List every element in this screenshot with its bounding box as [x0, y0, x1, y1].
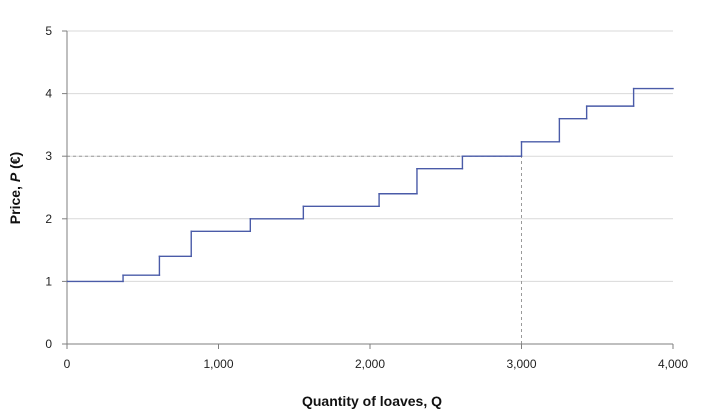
y-tick-label-0: 0	[45, 337, 52, 351]
x-axis-title: Quantity of loaves, Q	[302, 393, 442, 409]
y-tick-labels: 0 1 2 3 4 5	[45, 24, 67, 351]
reference-lines	[67, 155, 522, 344]
x-tick-labels: 0 1,000 2,000 3,000 4,000	[64, 344, 688, 371]
y-axis-title-unit: (€)	[7, 152, 23, 173]
y-tick-label-2: 2	[45, 212, 52, 226]
x-tick-label-2: 2,000	[355, 357, 385, 371]
series-layer	[66, 87, 674, 283]
axes	[66, 31, 673, 345]
y-axis-title: Price, P (€)	[7, 152, 23, 224]
x-tick-label-0: 0	[64, 357, 71, 371]
y-tick-label-1: 1	[45, 274, 52, 288]
x-tick-label-3: 3,000	[506, 357, 536, 371]
y-axis-title-part-1: Price,	[7, 182, 23, 224]
x-tick-label-4: 4,000	[658, 357, 688, 371]
y-tick-label-5: 5	[45, 24, 52, 38]
y-tick-label-3: 3	[45, 149, 52, 163]
y-axis-title-variable: P	[7, 172, 23, 182]
series-0	[66, 87, 674, 283]
y-tick-label-4: 4	[45, 87, 52, 101]
x-tick-label-1: 1,000	[203, 357, 233, 371]
